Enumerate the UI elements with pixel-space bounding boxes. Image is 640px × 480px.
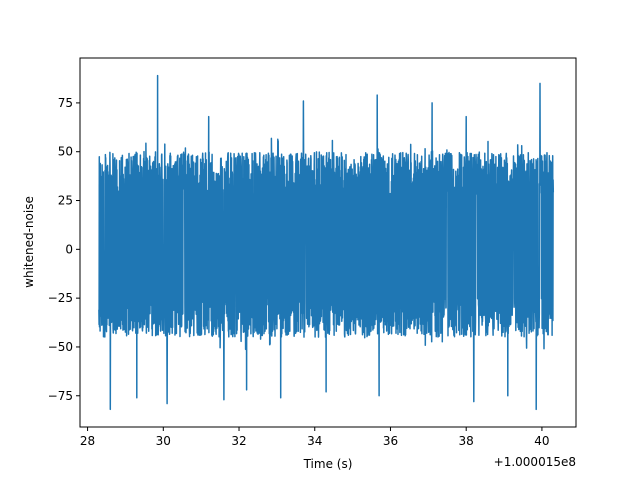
noise-series-line bbox=[98, 74, 555, 411]
x-tick-label: 40 bbox=[534, 434, 549, 448]
plot-content bbox=[98, 74, 555, 411]
y-tick-label: 25 bbox=[58, 194, 73, 208]
x-axis-ticks: 28 30 32 34 36 38 40 bbox=[80, 427, 550, 448]
x-tick-label: 32 bbox=[231, 434, 246, 448]
axes-frame bbox=[79, 57, 577, 428]
y-tick-label: −75 bbox=[48, 389, 73, 403]
x-axis-label: Time (s) bbox=[303, 457, 353, 471]
y-tick-label: 50 bbox=[58, 145, 73, 159]
y-axis-ticks: −75 −50 −25 0 25 50 75 bbox=[48, 96, 80, 403]
x-tick-label: 28 bbox=[80, 434, 95, 448]
y-tick-label: −50 bbox=[48, 340, 73, 354]
y-tick-label: 75 bbox=[58, 96, 73, 110]
x-tick-label: 34 bbox=[307, 434, 322, 448]
x-tick-label: 38 bbox=[459, 434, 474, 448]
x-tick-label: 30 bbox=[156, 434, 171, 448]
x-tick-label: 36 bbox=[383, 434, 398, 448]
y-tick-label: −25 bbox=[48, 291, 73, 305]
x-axis-offset-label: +1.000015e8 bbox=[494, 455, 576, 469]
y-tick-label: 0 bbox=[65, 242, 73, 256]
y-axis-label: whitened-noise bbox=[22, 196, 36, 288]
